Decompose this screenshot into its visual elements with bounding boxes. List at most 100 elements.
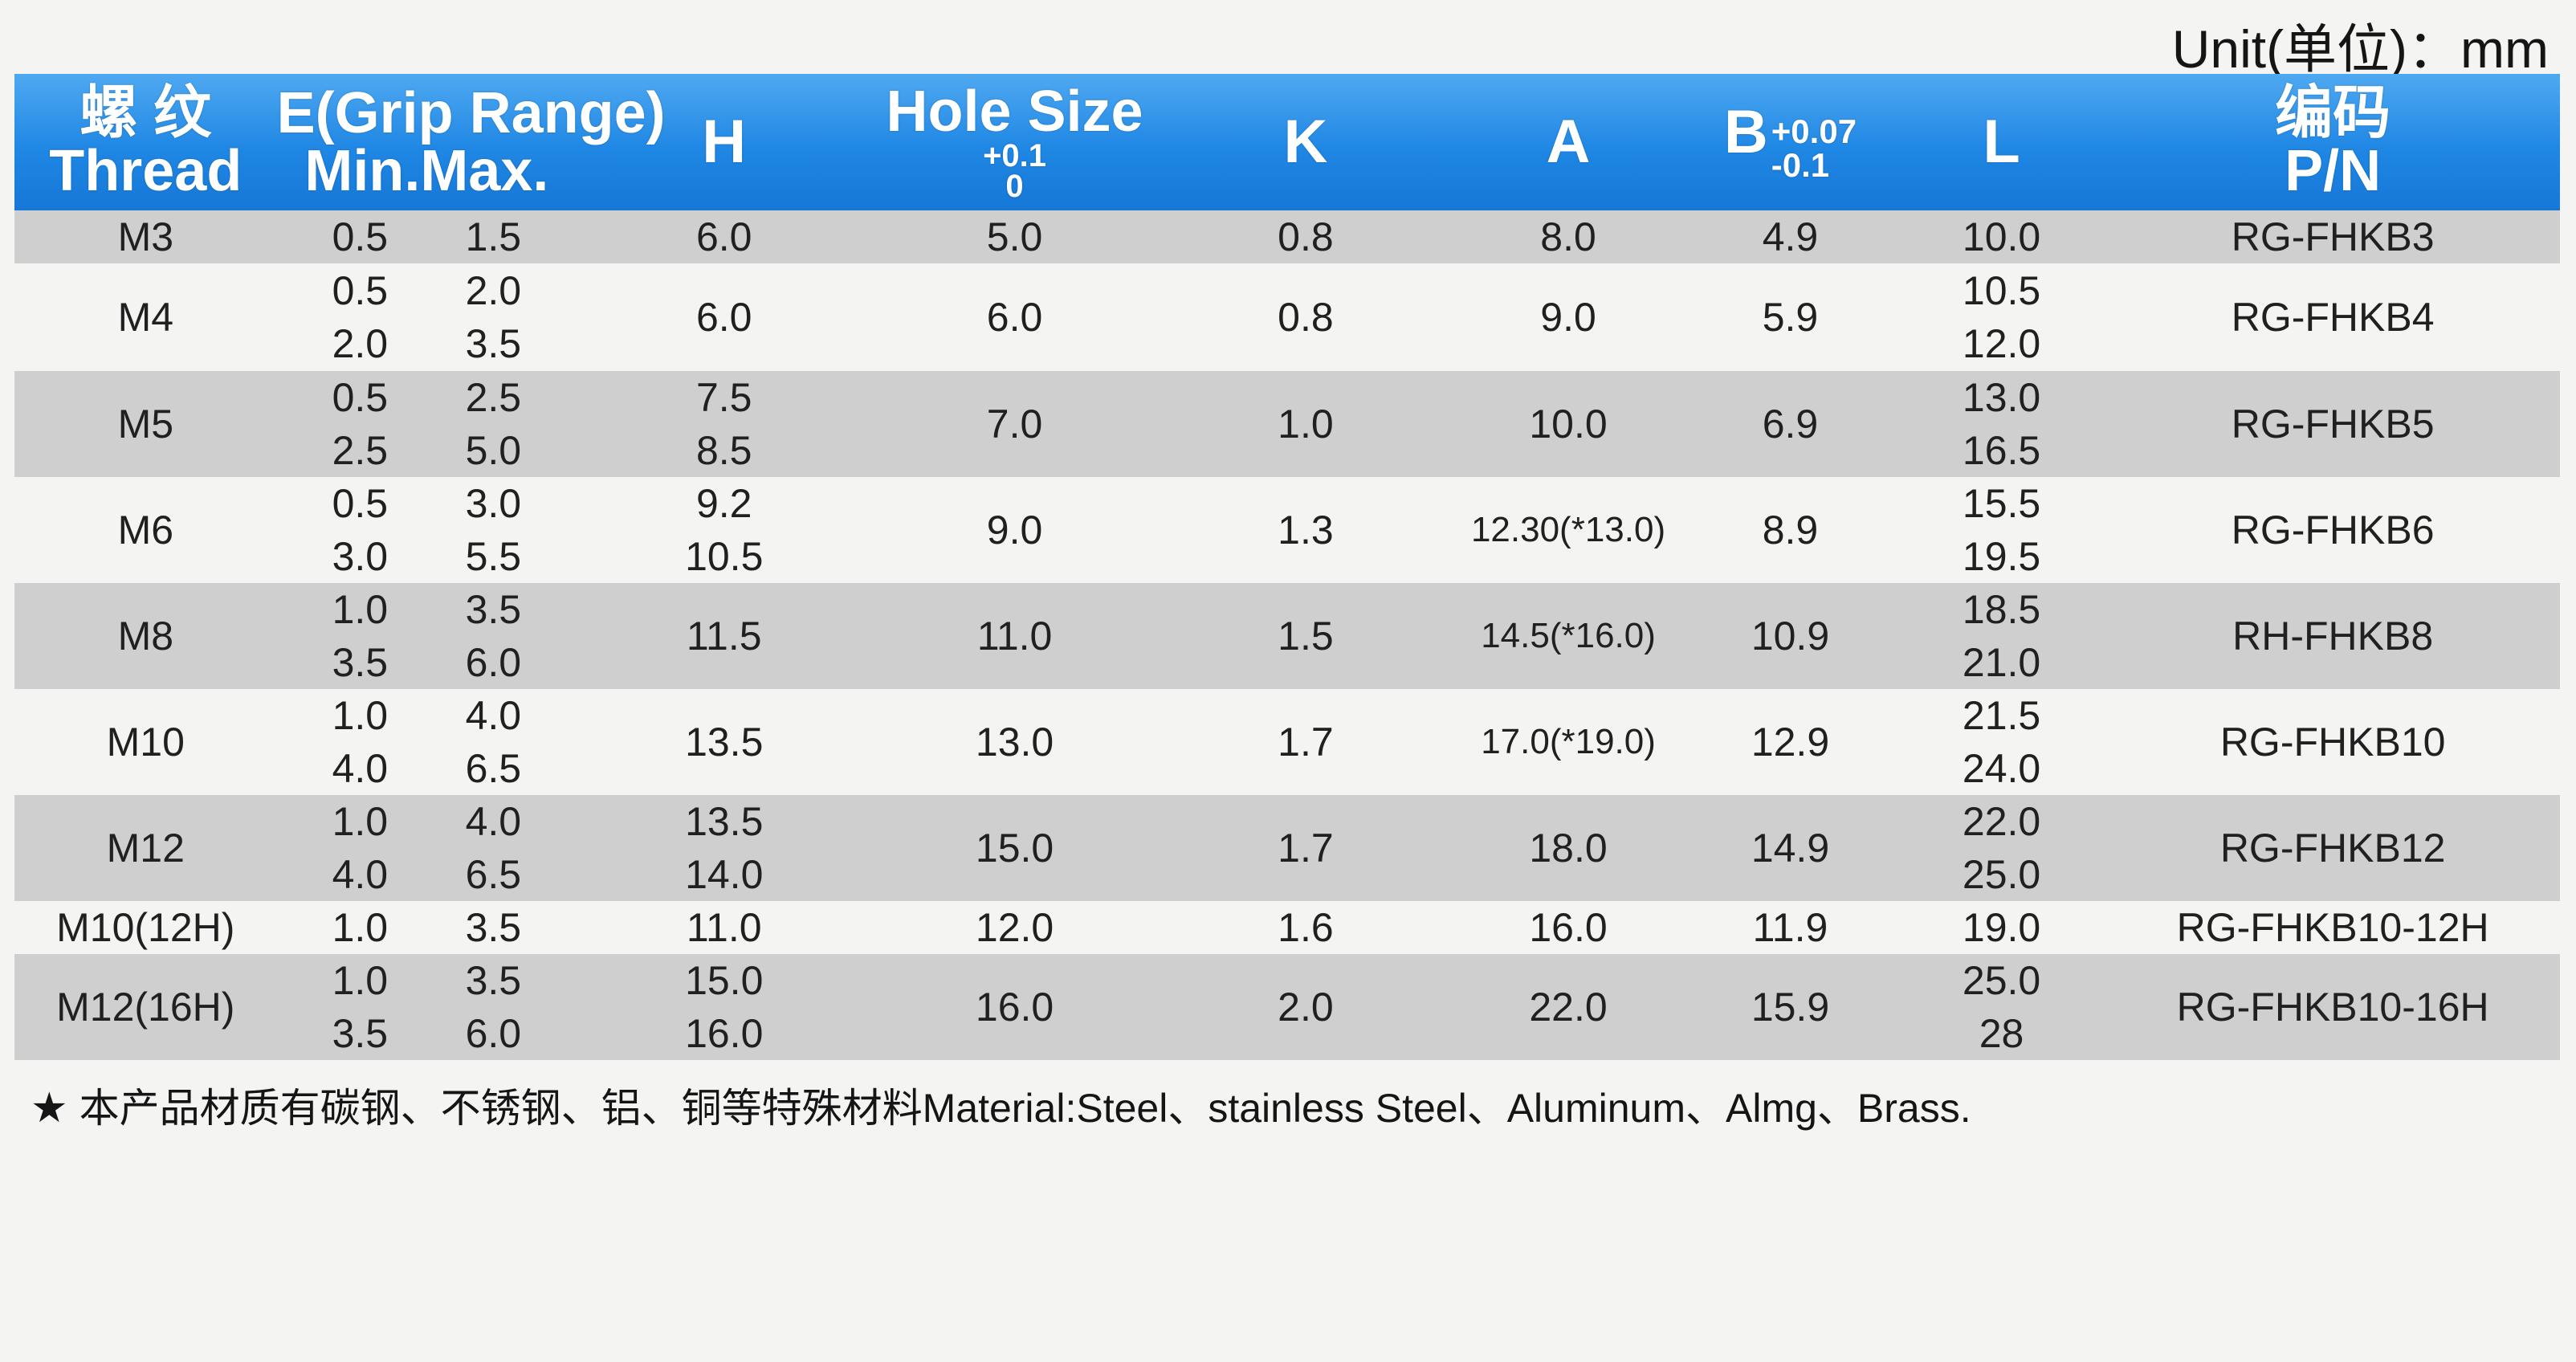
- header-grip-range: E(Grip Range) Min.Max.: [276, 74, 666, 210]
- grip-pair: 1.0 3.5: [277, 583, 577, 636]
- cell-grip-range: 0.5 2.5 2.5 5.0: [276, 371, 577, 477]
- cell-grip-range: 0.5 2.0 2.0 3.5: [276, 263, 577, 371]
- header-a: A: [1453, 74, 1684, 210]
- cell-a: 10.0: [1453, 371, 1684, 477]
- a-value: 17.0(*19.0): [1481, 721, 1656, 761]
- cell-h: 11.0: [577, 901, 872, 954]
- cell-h: 11.5: [577, 583, 872, 689]
- cell-hole-size: 16.0: [871, 954, 1158, 1060]
- b-value: 11.9: [1752, 905, 1828, 950]
- cell-hole-size: 13.0: [871, 689, 1158, 795]
- table-row: M12 1.0 4.0 4.0 6.5 13.5 14.0 15.0 1.7 18.0 14.9 22…: [14, 795, 2560, 901]
- header-hole-size-label: Hole Size: [886, 80, 1143, 144]
- part-number-value: RG-FHKB4: [2231, 295, 2435, 340]
- cell-b: 12.9: [1683, 689, 1897, 795]
- grip-min: 4.0: [332, 746, 389, 791]
- grip-pair: 2.5 5.0: [277, 424, 577, 477]
- cell-k: 1.0: [1157, 371, 1454, 477]
- cell-b: 11.9: [1683, 901, 1897, 954]
- a-value: 16.0: [1529, 905, 1608, 950]
- cell-h: 13.5: [577, 689, 872, 795]
- grip-min: 1.0: [332, 693, 389, 738]
- h-value: 7.5: [695, 375, 752, 420]
- h-value: 6.0: [695, 295, 752, 340]
- b-value: 12.9: [1751, 720, 1830, 765]
- header-pn-cn: 编码: [2275, 81, 2391, 145]
- a-value: 10.0: [1529, 402, 1608, 447]
- cell-grip-range: 1.0 3.5: [276, 901, 577, 954]
- cell-a: 16.0: [1453, 901, 1684, 954]
- header-l: L: [1897, 74, 2106, 210]
- thread-value: M8: [117, 614, 174, 659]
- grip-min: 0.5: [332, 214, 389, 259]
- cell-a: 8.0: [1453, 210, 1684, 263]
- l-value: 25.0: [1962, 958, 2041, 1003]
- h-value: 8.5: [695, 428, 752, 473]
- table-row: M12(16H) 1.0 3.5 3.5 6.0 15.0 16.0 16.0 2.0 22.0 1…: [14, 954, 2560, 1060]
- cell-k: 0.8: [1157, 210, 1454, 263]
- grip-pair: 0.5 2.5: [277, 371, 577, 424]
- hole-size-value: 9.0: [986, 508, 1043, 553]
- cell-a: 12.30(*13.0): [1453, 477, 1684, 583]
- l-value: 28: [1979, 1011, 2024, 1056]
- thread-value: M5: [117, 402, 174, 447]
- cell-thread: M10: [14, 689, 277, 795]
- cell-part-number: RG-FHKB4: [2105, 263, 2560, 371]
- grip-max: 1.5: [465, 214, 522, 259]
- l-value: 12.0: [1962, 321, 2041, 366]
- part-number-value: RG-FHKB6: [2231, 508, 2435, 553]
- header-b-tolerance: +0.07 -0.1: [1771, 115, 1857, 182]
- grip-min: 0.5: [332, 268, 389, 313]
- b-value: 5.9: [1762, 295, 1819, 340]
- l-value: 25.0: [1962, 852, 2041, 897]
- grip-pair: 1.0 3.5: [277, 954, 577, 1007]
- cell-thread: M12: [14, 795, 277, 901]
- cell-part-number: RG-FHKB12: [2105, 795, 2560, 901]
- cell-grip-range: 0.5 3.0 3.0 5.5: [276, 477, 577, 583]
- k-value: 0.8: [1278, 295, 1334, 340]
- part-number-value: RG-FHKB10-12H: [2176, 905, 2489, 950]
- part-number-value: RG-FHKB5: [2231, 402, 2435, 447]
- cell-a: 17.0(*19.0): [1453, 689, 1684, 795]
- grip-pair: 2.0 3.5: [277, 317, 577, 370]
- h-value: 15.0: [685, 958, 764, 1003]
- cell-hole-size: 11.0: [871, 583, 1158, 689]
- cell-part-number: RG-FHKB6: [2105, 477, 2560, 583]
- spec-table: 螺 纹 Thread E(Grip Range) Min.Max. H Hole…: [14, 74, 2560, 1060]
- b-value: 15.9: [1751, 985, 1830, 1030]
- table-row: M5 0.5 2.5 2.5 5.0 7.5 8.5 7.0 1.0 10.0 6.9 13.0 16.…: [14, 371, 2560, 477]
- cell-hole-size: 15.0: [871, 795, 1158, 901]
- hole-size-value: 16.0: [975, 985, 1054, 1030]
- cell-k: 1.7: [1157, 795, 1454, 901]
- cell-l: 10.0: [1897, 210, 2106, 263]
- h-value: 13.5: [685, 799, 764, 844]
- b-value: 14.9: [1751, 826, 1830, 871]
- cell-part-number: RG-FHKB10: [2105, 689, 2560, 795]
- header-h: H: [577, 74, 872, 210]
- grip-pair: 0.5 3.0: [277, 477, 577, 530]
- cell-k: 1.6: [1157, 901, 1454, 954]
- grip-max: 6.5: [465, 852, 522, 897]
- header-thread-en: Thread: [49, 139, 243, 203]
- h-value: 11.5: [686, 614, 762, 659]
- cell-grip-range: 1.0 4.0 4.0 6.5: [276, 795, 577, 901]
- l-value: 16.5: [1962, 428, 2041, 473]
- grip-min: 0.5: [332, 375, 389, 420]
- b-value: 4.9: [1762, 214, 1819, 259]
- grip-min: 1.0: [332, 958, 389, 1003]
- cell-k: 1.3: [1157, 477, 1454, 583]
- cell-a: 22.0: [1453, 954, 1684, 1060]
- h-value: 13.5: [685, 720, 764, 765]
- header-k: K: [1157, 74, 1454, 210]
- a-value: 22.0: [1529, 985, 1608, 1030]
- b-value: 6.9: [1762, 402, 1819, 447]
- cell-thread: M12(16H): [14, 954, 277, 1060]
- grip-min: 1.0: [332, 587, 389, 632]
- l-value: 13.0: [1962, 375, 2041, 420]
- cell-l: 21.5 24.0: [1897, 689, 2106, 795]
- cell-b: 14.9: [1683, 795, 1897, 901]
- cell-l: 10.5 12.0: [1897, 263, 2106, 371]
- cell-k: 0.8: [1157, 263, 1454, 371]
- grip-min: 2.0: [332, 321, 389, 366]
- hole-size-value: 12.0: [975, 905, 1054, 950]
